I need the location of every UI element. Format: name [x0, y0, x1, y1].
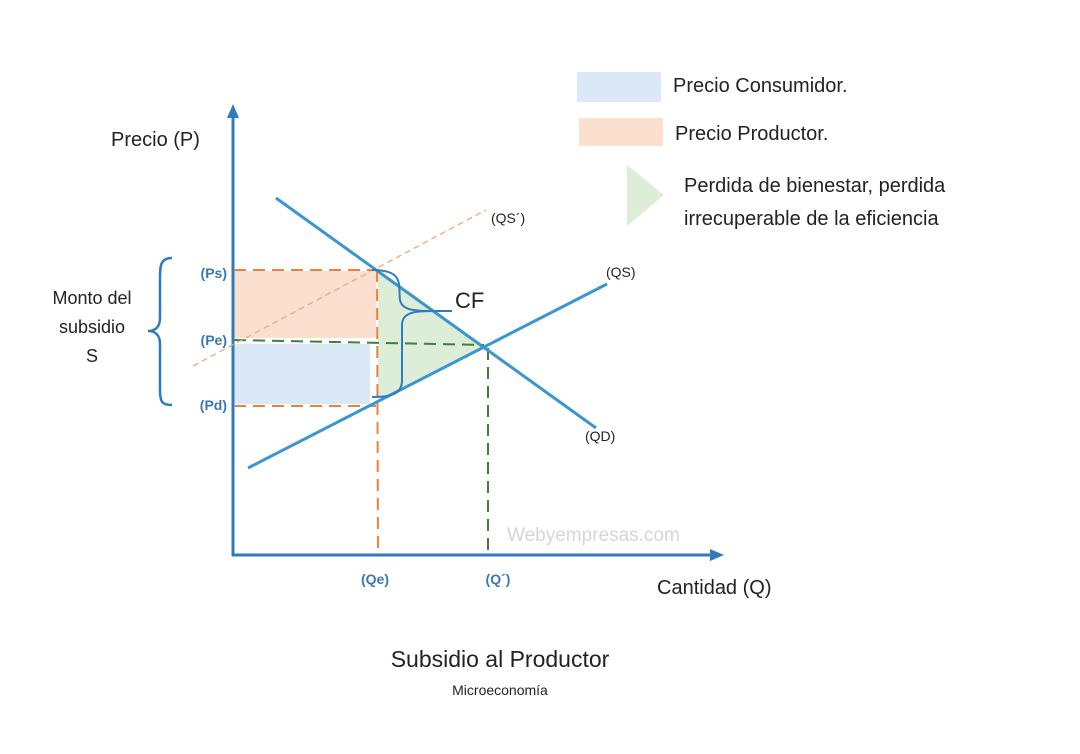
producer-price-area — [234, 271, 376, 338]
qd-curve — [275, 196, 597, 430]
cf-label: CF — [455, 288, 484, 313]
label-qs: (QS) — [606, 264, 636, 280]
tick-q2: (Q´) — [486, 571, 511, 587]
pe-guide — [233, 339, 485, 346]
legend-label-producer: Precio Productor. — [675, 123, 828, 145]
legend-swatch-consumer — [577, 72, 661, 102]
tick-pe: (Pe) — [201, 332, 227, 348]
x-axis-arrow-icon — [710, 549, 724, 561]
label-qd: (QD) — [585, 428, 615, 444]
legend-label-consumer: Precio Consumidor. — [673, 75, 848, 97]
subsidy-brace — [147, 256, 173, 407]
tick-ps: (Ps) — [201, 265, 227, 281]
legend-swatch-producer — [579, 118, 663, 146]
subsidy-label-2: subsidio — [59, 317, 125, 337]
qs-curve — [247, 282, 608, 470]
label-qs-shifted: (QS´) — [491, 210, 525, 226]
tick-pd: (Pd) — [200, 397, 227, 413]
y-axis-arrow-icon — [227, 104, 239, 118]
subsidy-label-3: S — [86, 346, 98, 366]
subsidy-label-1: Monto del — [52, 288, 131, 308]
x-axis-label: Cantidad (Q) — [657, 577, 772, 599]
legend-label-deadweight-1: Perdida de bienestar, perdida — [684, 175, 946, 197]
diagram-subtitle: Microeconomía — [452, 682, 548, 698]
y-axis-label: Precio (P) — [111, 129, 200, 151]
diagram-title: Subsidio al Productor — [391, 646, 610, 672]
qs-shifted-curve — [192, 209, 487, 367]
watermark: Webyempresas.com — [507, 525, 680, 546]
qe-guide — [376, 269, 379, 556]
legend-swatch-deadweight — [627, 165, 664, 226]
legend-label-deadweight-2: irrecuperable de la eficiencia — [684, 208, 939, 230]
consumer-price-area — [234, 344, 370, 404]
deadweight-loss-area — [378, 272, 484, 400]
tick-qe: (Qe) — [361, 571, 389, 587]
